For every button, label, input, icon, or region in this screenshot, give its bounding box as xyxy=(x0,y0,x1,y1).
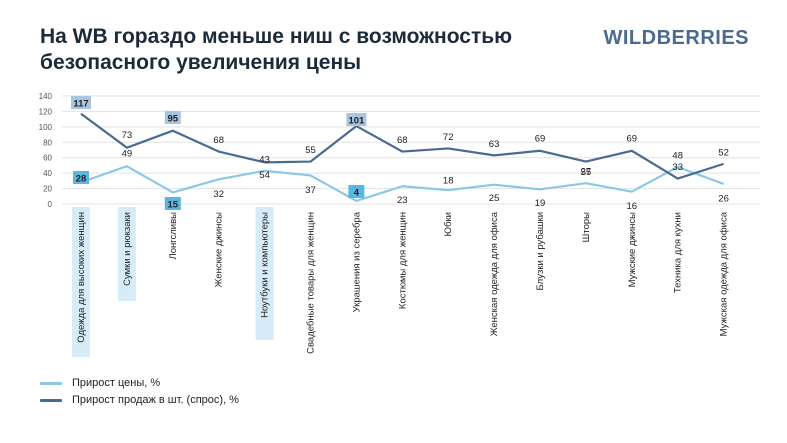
category-highlight xyxy=(255,207,274,340)
data-label: 23 xyxy=(397,195,408,206)
y-tick-label: 120 xyxy=(39,107,53,116)
data-label: 54 xyxy=(259,170,270,181)
data-label-highlight xyxy=(73,171,89,184)
data-label: 26 xyxy=(718,193,729,204)
data-label: 37 xyxy=(305,185,316,196)
x-tick-label: Женские джинсы xyxy=(214,212,225,288)
data-label: 69 xyxy=(627,133,638,144)
data-label: 63 xyxy=(489,139,500,150)
data-label-highlight xyxy=(346,113,367,126)
data-label: 28 xyxy=(76,174,87,185)
y-tick-label: 140 xyxy=(39,92,53,101)
y-tick-label: 0 xyxy=(48,200,53,209)
category-highlight-layer xyxy=(72,207,274,357)
x-tick-label: Блузки и рубашки xyxy=(535,212,546,290)
data-label: 27 xyxy=(581,167,592,178)
series-line-layer xyxy=(80,112,724,203)
category-highlight xyxy=(72,207,90,357)
x-tick-label: Мужская одежда для офиса xyxy=(719,211,730,336)
x-tick-label: Лонгсливы xyxy=(168,212,179,260)
legend-item-price: Прирост цены, % xyxy=(40,377,160,389)
data-label: 48 xyxy=(672,150,683,161)
data-label-highlight xyxy=(164,111,181,124)
legend-swatch-price xyxy=(40,381,62,385)
y-tick-label: 40 xyxy=(43,169,52,178)
brand-logo: WILDBERRIES xyxy=(603,27,749,49)
x-tick-label: Украшения из серебра xyxy=(351,211,362,312)
x-tick-label: Свадебные товары для женщин xyxy=(306,212,317,354)
data-label-layer: 28 49 15 32 43 37 4 23 18 25 19 27 16 48 26 117 73 95 68 54… xyxy=(71,96,729,212)
data-label: 49 xyxy=(122,149,133,160)
data-label: 72 xyxy=(443,132,454,143)
series-line-price xyxy=(80,165,724,203)
data-label: 18 xyxy=(443,176,454,187)
data-label-highlight xyxy=(71,96,91,109)
y-tick-label: 60 xyxy=(43,154,52,163)
data-label: 69 xyxy=(535,133,546,144)
data-label: 68 xyxy=(397,135,408,146)
data-label: 32 xyxy=(213,189,224,200)
data-label: 16 xyxy=(627,201,638,212)
x-tick-label: Сумки и рюкзаки xyxy=(122,212,133,286)
data-label: 19 xyxy=(535,198,546,209)
x-tick-label-layer: Одежда для высоких женщин Сумки и рюкзаки… xyxy=(76,211,730,354)
data-label: 43 xyxy=(259,154,270,165)
x-tick-label: Костюмы для женщин xyxy=(397,212,408,309)
data-label: 15 xyxy=(168,200,179,211)
data-label: 73 xyxy=(122,130,133,141)
data-label: 52 xyxy=(718,147,729,158)
y-tick-label: 100 xyxy=(39,123,53,132)
data-label: 25 xyxy=(489,193,500,204)
legend-label-sales: Прирост продаж в шт. (спрос), % xyxy=(72,394,239,406)
data-label: 101 xyxy=(348,116,365,127)
y-tick-label: 20 xyxy=(43,185,52,194)
x-tick-label: Шторы xyxy=(581,212,592,243)
x-tick-label: Юбки xyxy=(443,212,454,237)
x-tick-label: Техника для кухни xyxy=(673,212,684,293)
x-tick-label: Мужские джинсы xyxy=(627,212,638,288)
series-line-sales xyxy=(80,112,724,180)
chart-title: На WB гораздо меньше ниш с возможностью … xyxy=(40,25,513,74)
data-label: 68 xyxy=(213,135,224,146)
data-label: 55 xyxy=(305,145,316,156)
data-label: 55 xyxy=(581,167,592,178)
data-label-highlight xyxy=(164,197,181,210)
y-tick-label: 80 xyxy=(43,138,52,147)
x-tick-label: Ноутбуки и компьютеры xyxy=(260,212,271,318)
legend-item-sales: Прирост продаж в шт. (спрос), % xyxy=(40,394,239,406)
data-label: 117 xyxy=(73,99,88,110)
category-highlight xyxy=(117,207,136,301)
x-tick-label: Женская одежда для офиса xyxy=(489,211,500,336)
x-tick-label: Одежда для высоких женщин xyxy=(76,212,87,343)
data-label: 4 xyxy=(354,188,360,199)
data-label: 33 xyxy=(672,162,683,173)
legend-label-price: Прирост цены, % xyxy=(72,377,161,389)
legend-swatch-sales xyxy=(40,398,62,402)
data-label: 95 xyxy=(168,114,179,125)
data-label-highlight xyxy=(348,185,365,198)
